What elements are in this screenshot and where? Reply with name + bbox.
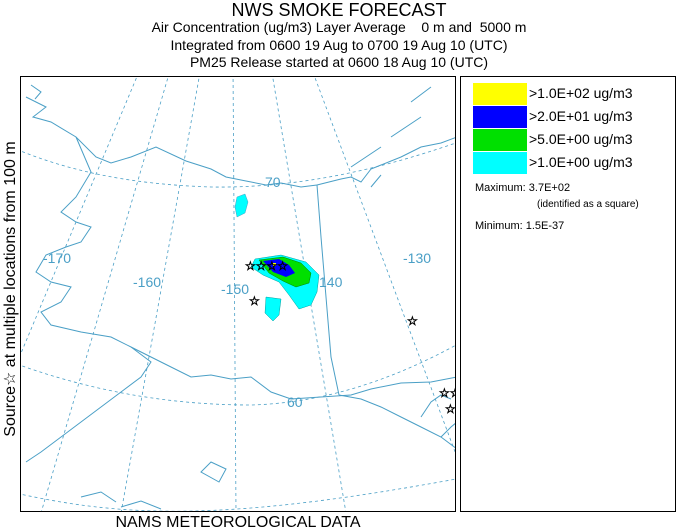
plume-cyan-south bbox=[264, 296, 282, 322]
legend-maximum-note: (identified as a square) bbox=[537, 199, 639, 210]
bc-coast bbox=[420, 394, 455, 438]
legend-label: >2.0E+01 ug/m3 bbox=[529, 108, 633, 124]
source-star-cluster-a: ☆☆☆☆ bbox=[245, 259, 288, 273]
lat-label: 70 bbox=[265, 174, 281, 190]
lon-label: -160 bbox=[133, 274, 161, 290]
aleutian-islands bbox=[80, 491, 162, 510]
lon-label: -150 bbox=[221, 281, 249, 297]
legend-label: >5.0E+00 ug/m3 bbox=[529, 131, 633, 147]
panhandle-border bbox=[338, 394, 455, 449]
arctic-islands bbox=[350, 86, 432, 188]
coastline bbox=[25, 84, 455, 510]
lon-line-170 bbox=[41, 77, 169, 511]
source-star: ☆ bbox=[407, 314, 418, 328]
plume-cyan-north bbox=[234, 193, 249, 218]
border-ak-canada bbox=[316, 184, 340, 396]
peninsula-south bbox=[25, 346, 152, 463]
source-markers: ☆☆☆☆ ☆ ☆ ☆☆ ☆☆ bbox=[245, 259, 456, 417]
gulf-coast bbox=[130, 346, 455, 400]
source-star-cluster-b: ☆☆ bbox=[439, 386, 456, 400]
legend-swatch bbox=[473, 106, 527, 128]
legend-maximum: Maximum: 3.7E+02 bbox=[475, 182, 571, 194]
subtitle-release: PM25 Release started at 0600 18 Aug 10 (… bbox=[189, 54, 489, 70]
source-location-label: Source☆ at multiple locations from 100 m bbox=[2, 141, 19, 437]
lon-label: 140 bbox=[319, 274, 343, 290]
source-star: ☆ bbox=[249, 294, 260, 308]
smoke-plume bbox=[234, 193, 320, 322]
legend-panel: >1.0E+02 ug/m3 >2.0E+01 ug/m3 >5.0E+00 u… bbox=[460, 76, 676, 512]
legend-swatch bbox=[473, 83, 527, 105]
plume-blue bbox=[263, 259, 295, 277]
smoke-map: ☆☆☆☆ ☆ ☆ ☆☆ ☆☆ -170 -160 -150 140 -130 7… bbox=[20, 76, 456, 512]
map-canvas: ☆☆☆☆ ☆ ☆ ☆☆ ☆☆ -170 -160 -150 140 -130 7… bbox=[21, 77, 456, 511]
source-star-cluster-c: ☆☆ bbox=[445, 402, 456, 416]
plume-yellow-max bbox=[273, 263, 276, 266]
legend-swatch bbox=[473, 129, 527, 151]
lat-line-60 bbox=[21, 345, 455, 406]
wrangel-island bbox=[30, 84, 42, 100]
legend-label: >1.0E+00 ug/m3 bbox=[529, 154, 633, 170]
footer-data-source: NAMS METEOROLOGICAL DATA bbox=[115, 514, 361, 531]
kodiak-island bbox=[200, 461, 227, 483]
lon-label: -170 bbox=[43, 250, 71, 266]
lon-line-160 bbox=[120, 77, 200, 511]
lon-line-150 bbox=[232, 77, 237, 511]
graticule-labels: -170 -160 -150 140 -130 70 60 bbox=[43, 174, 431, 410]
legend-swatch bbox=[473, 152, 527, 174]
subtitle-integration: Integrated from 0600 19 Aug to 0700 19 A… bbox=[170, 37, 508, 53]
page-title: NWS SMOKE FORECAST bbox=[231, 0, 447, 20]
legend-label: >1.0E+02 ug/m3 bbox=[529, 85, 633, 101]
canada-arctic-coast bbox=[316, 137, 455, 186]
lon-label: -130 bbox=[403, 250, 431, 266]
north-coast bbox=[25, 96, 318, 188]
west-coast bbox=[35, 136, 132, 348]
lat-label: 60 bbox=[287, 394, 303, 410]
legend-minimum: Minimum: 1.5E-37 bbox=[475, 220, 565, 232]
subtitle-concentration: Air Concentration (ug/m3) Layer Average … bbox=[151, 19, 527, 35]
lat-line-70 bbox=[21, 142, 455, 188]
lat-line-55 bbox=[21, 478, 455, 511]
